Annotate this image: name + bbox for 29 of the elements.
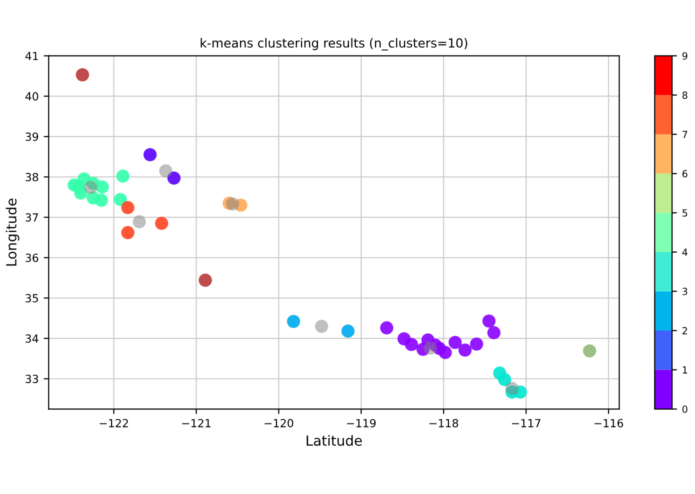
y-tick-label: 33 [26,374,38,384]
y-tick-label: 34 [26,334,38,343]
x-tick-label: −120 [264,418,294,428]
x-tick-label: −119 [347,418,376,428]
color-bar-label: 7 [682,130,688,138]
x-tick-label: −122 [100,418,128,428]
color-bar-label: 4 [682,248,688,256]
color-bar-label: 5 [682,209,688,217]
y-tick-label: 37 [26,213,38,222]
x-tick-label: −118 [430,418,458,428]
y-tick-label: 38 [26,172,38,182]
color-bar-label: 0 [682,406,688,413]
color-bar-label: 2 [682,327,687,334]
color-bar-label: 9 [682,52,688,60]
y-tick-label: 40 [25,92,38,101]
y-axis-title: Longitude [6,198,20,266]
color-bar-label: 8 [682,92,688,99]
color-bar-label: 1 [682,366,688,374]
color-bar-label: 6 [682,170,688,178]
y-tick-label: 41 [25,52,38,60]
color-bar-label: 3 [682,288,688,296]
chart-title: k-means clustering results (n_clusters=10) [200,38,468,50]
x-tick-label: −117 [512,419,540,428]
x-tick-label: −116 [594,418,624,428]
x-axis-title: Latitude [306,435,362,446]
y-tick-label: 35 [26,294,38,302]
y-tick-label: 39 [26,132,38,141]
y-tick-label: 36 [26,254,38,262]
x-tick-label: −121 [182,418,210,428]
